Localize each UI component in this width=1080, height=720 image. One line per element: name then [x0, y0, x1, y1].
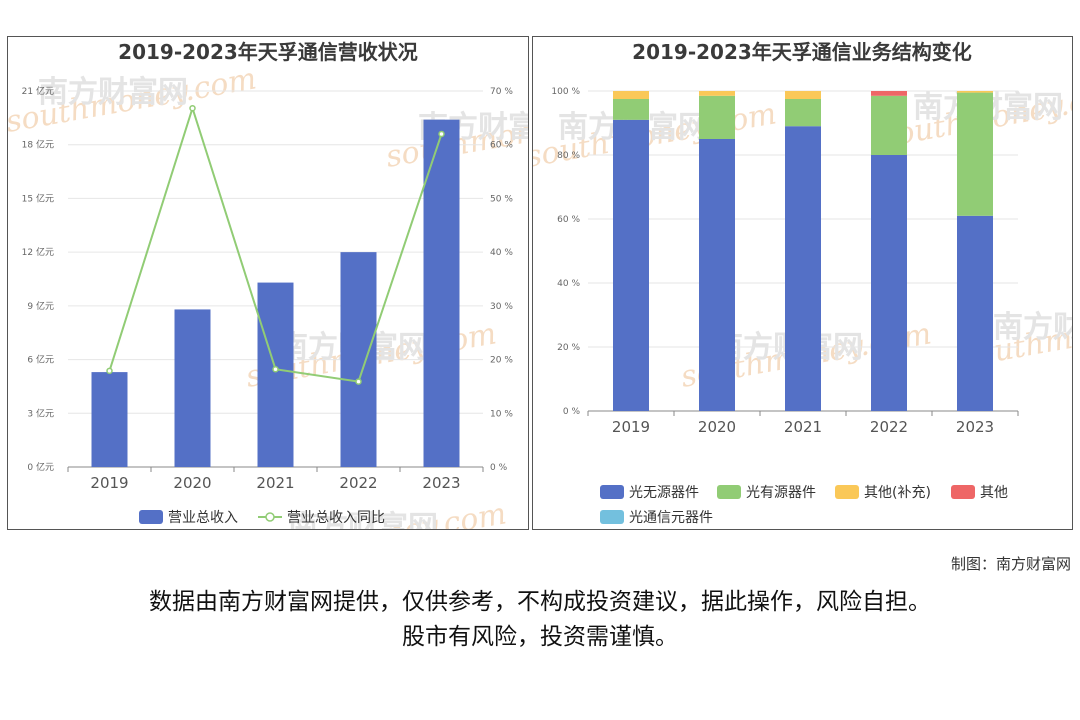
stacked-bar-segment: [871, 91, 907, 96]
y-tick-label: 0 %: [563, 407, 581, 417]
y-right-tick-label: 40 %: [490, 248, 513, 258]
y-tick-label: 80 %: [557, 151, 580, 161]
revenue-chart-title: 2019-2023年天孚通信营收状况: [118, 40, 418, 64]
x-tick-label: 2021: [784, 418, 822, 436]
watermark-name: 南方财富网: [38, 75, 188, 110]
y-left-tick-label: 15 亿元: [22, 192, 54, 204]
x-tick-label: 2019: [612, 418, 650, 436]
business-structure-chart: southmoney.com南方财富网southmoney.com南方财富网so…: [533, 40, 1072, 526]
watermark-name: 南方财富网: [288, 510, 438, 529]
legend-swatch: [717, 485, 741, 499]
legend-swatch: [600, 485, 624, 499]
y-right-tick-label: 0 %: [490, 463, 508, 473]
stacked-bar-segment: [613, 119, 649, 412]
x-tick-label: 2019: [90, 474, 128, 492]
yoy-growth-point: [106, 367, 113, 375]
legend-label: 其他(补充): [864, 485, 931, 501]
y-right-tick-label: 20 %: [490, 356, 513, 366]
revenue-chart: southmoney.com南方财富网southmoney.com南方财富网so…: [8, 40, 528, 529]
stacked-bar-segment: [699, 139, 735, 411]
disclaimer-line-1: 数据由南方财富网提供，仅供参考，不构成投资建议，据此操作，风险自担。: [149, 589, 931, 615]
x-tick-label: 2020: [698, 418, 736, 436]
legend-label-revenue: 营业总收入: [168, 510, 238, 526]
stacked-bar-segment: [785, 91, 821, 99]
revenue-bar: [340, 252, 377, 467]
x-tick-label: 2023: [956, 418, 994, 436]
stacked-bar-segment: [785, 99, 821, 127]
stacked-bar-segment: [957, 92, 993, 216]
y-tick-label: 20 %: [557, 343, 580, 353]
y-left-tick-label: 9 亿元: [27, 300, 54, 312]
stacked-bar-segment: [957, 215, 993, 411]
stacked-bar-segment: [699, 91, 735, 96]
y-right-tick-label: 10 %: [490, 409, 513, 419]
y-tick-label: 40 %: [557, 279, 580, 289]
disclaimer-line-2: 股市有风险，投资需谨慎。: [402, 624, 678, 650]
revenue-bar: [423, 119, 460, 468]
y-tick-label: 100 %: [551, 87, 580, 97]
x-tick-label: 2022: [339, 474, 377, 492]
watermark-name: 南方财富网: [993, 310, 1072, 345]
x-tick-label: 2020: [173, 474, 211, 492]
yoy-growth-point: [438, 130, 445, 138]
y-left-tick-label: 21 亿元: [22, 85, 54, 97]
legend-swatch: [600, 510, 624, 524]
revenue-bar: [91, 372, 128, 467]
y-left-tick-label: 0 亿元: [27, 461, 54, 473]
legend-swatch-revenue: [139, 510, 163, 524]
y-left-tick-label: 6 亿元: [27, 354, 54, 366]
x-tick-label: 2022: [870, 418, 908, 436]
yoy-growth-point: [355, 378, 362, 385]
stacked-bar-segment: [871, 95, 907, 155]
legend-label-yoy: 营业总收入同比: [287, 510, 385, 526]
y-right-tick-label: 70 %: [490, 87, 513, 97]
y-right-tick-label: 60 %: [490, 141, 513, 151]
revenue-bar: [174, 309, 211, 467]
y-right-tick-label: 50 %: [490, 194, 513, 204]
y-left-tick-label: 3 亿元: [27, 407, 54, 419]
business-structure-chart-title: 2019-2023年天孚通信业务结构变化: [632, 40, 972, 64]
legend-label: 光有源器件: [746, 485, 816, 501]
y-left-tick-label: 18 亿元: [22, 139, 54, 151]
legend-label: 其他: [980, 485, 1008, 501]
revenue-chart-panel: southmoney.com南方财富网southmoney.com南方财富网so…: [7, 36, 529, 530]
x-tick-label: 2021: [256, 474, 294, 492]
y-right-tick-label: 30 %: [490, 302, 513, 312]
stacked-bar-segment: [785, 126, 821, 411]
revenue-bar: [257, 282, 294, 467]
business-structure-chart-panel: southmoney.com南方财富网southmoney.com南方财富网so…: [532, 36, 1073, 530]
legend-label: 光通信元器件: [629, 510, 713, 526]
x-tick-label: 2023: [422, 474, 460, 492]
legend-label: 光无源器件: [629, 485, 699, 501]
legend-swatch-yoy-marker: [265, 512, 275, 522]
stacked-bar-segment: [613, 91, 649, 99]
legend-swatch: [951, 485, 975, 499]
chart-credit: 制图：南方财富网: [950, 555, 1071, 573]
stacked-bar-segment: [613, 99, 649, 120]
y-left-tick-label: 12 亿元: [22, 246, 54, 258]
y-tick-label: 60 %: [557, 215, 580, 225]
stacked-bar-segment: [957, 91, 993, 93]
stacked-bar-segment: [699, 95, 735, 139]
stacked-bar-segment: [871, 155, 907, 411]
yoy-growth-point: [189, 104, 196, 112]
legend-swatch: [835, 485, 859, 499]
yoy-growth-point: [272, 365, 279, 373]
